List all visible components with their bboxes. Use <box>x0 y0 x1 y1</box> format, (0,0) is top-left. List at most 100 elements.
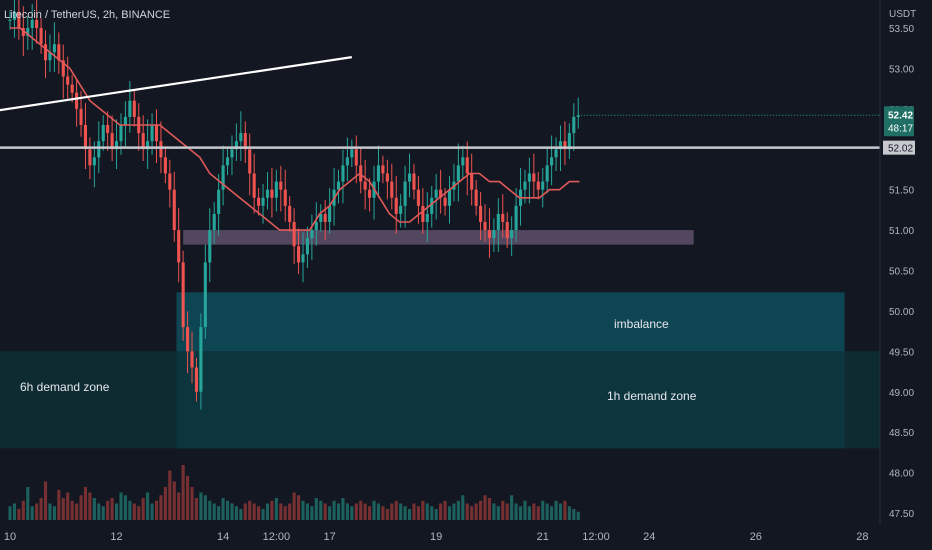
candle[interactable] <box>57 44 61 61</box>
candle[interactable] <box>75 92 79 109</box>
candle[interactable] <box>101 125 105 142</box>
candle[interactable] <box>154 125 159 142</box>
candle[interactable] <box>323 213 327 222</box>
candle[interactable] <box>439 189 443 198</box>
candle[interactable] <box>572 116 576 134</box>
candle[interactable] <box>12 11 16 20</box>
candle[interactable] <box>474 189 478 206</box>
candle[interactable] <box>243 133 247 150</box>
candle[interactable] <box>416 189 420 206</box>
candle[interactable] <box>17 11 21 29</box>
candle[interactable] <box>523 181 527 190</box>
candle[interactable] <box>252 173 256 198</box>
candle[interactable] <box>30 19 34 28</box>
candle[interactable] <box>336 181 341 190</box>
candle[interactable] <box>576 115 580 117</box>
candle[interactable] <box>88 149 92 166</box>
candle[interactable] <box>265 189 270 198</box>
candle[interactable] <box>172 189 176 231</box>
candle[interactable] <box>483 222 487 231</box>
candle[interactable] <box>92 157 96 166</box>
candle[interactable] <box>319 213 323 222</box>
candle[interactable] <box>61 60 65 77</box>
candle[interactable] <box>363 181 367 190</box>
candle[interactable] <box>239 133 243 142</box>
candle[interactable] <box>141 133 145 150</box>
candle[interactable] <box>123 116 127 125</box>
candle[interactable] <box>225 157 230 166</box>
candle[interactable] <box>350 149 354 158</box>
candle[interactable] <box>208 230 212 263</box>
candle[interactable] <box>399 205 403 214</box>
candle[interactable] <box>434 189 438 198</box>
candle[interactable] <box>501 213 505 222</box>
candle[interactable] <box>567 133 571 150</box>
candle[interactable] <box>310 230 314 239</box>
candle[interactable] <box>8 19 12 21</box>
candle[interactable] <box>221 165 225 190</box>
candle[interactable] <box>261 197 265 206</box>
candle[interactable] <box>297 246 301 263</box>
candle[interactable] <box>550 157 554 166</box>
candle[interactable] <box>159 141 163 158</box>
candle[interactable] <box>394 197 398 214</box>
candle[interactable] <box>194 367 199 392</box>
candle[interactable] <box>279 181 283 190</box>
candle[interactable] <box>270 189 274 198</box>
candle[interactable] <box>492 230 496 239</box>
candle[interactable] <box>385 173 389 182</box>
candle[interactable] <box>181 262 185 328</box>
candle[interactable] <box>119 125 123 142</box>
candle[interactable] <box>510 230 514 239</box>
candle[interactable] <box>328 205 332 222</box>
candle[interactable] <box>186 327 190 352</box>
candle[interactable] <box>234 141 238 150</box>
candle[interactable] <box>430 197 434 214</box>
supply-box[interactable] <box>183 230 694 245</box>
candle[interactable] <box>110 133 114 150</box>
candle[interactable] <box>35 19 39 28</box>
candle[interactable] <box>403 181 407 206</box>
candle[interactable] <box>203 262 207 328</box>
candle[interactable] <box>132 100 136 117</box>
candle[interactable] <box>558 141 563 150</box>
candle[interactable] <box>257 197 261 206</box>
candle[interactable] <box>421 205 425 222</box>
candle[interactable] <box>376 165 381 182</box>
candle[interactable] <box>97 141 101 158</box>
candle[interactable] <box>217 189 221 214</box>
candle[interactable] <box>545 165 549 182</box>
candle[interactable] <box>470 173 474 190</box>
time-scale[interactable] <box>0 524 932 550</box>
candle[interactable] <box>292 222 296 247</box>
candle[interactable] <box>412 173 416 190</box>
symbol-title[interactable]: Litecoin / TetherUS, 2h, BINANCE <box>4 9 171 21</box>
candle[interactable] <box>563 141 567 150</box>
candle[interactable] <box>465 157 469 174</box>
candle[interactable] <box>106 125 110 134</box>
candle[interactable] <box>212 213 216 231</box>
candle[interactable] <box>532 173 536 182</box>
trendline[interactable] <box>0 56 352 112</box>
candle[interactable] <box>230 149 234 158</box>
candle[interactable] <box>283 189 287 206</box>
candle[interactable] <box>248 149 252 174</box>
candle[interactable] <box>390 181 394 198</box>
candle[interactable] <box>514 205 518 231</box>
candle[interactable] <box>26 28 30 37</box>
price-scale[interactable] <box>880 0 932 550</box>
candle[interactable] <box>48 52 52 61</box>
candle[interactable] <box>314 222 318 231</box>
candle[interactable] <box>536 181 540 190</box>
candle[interactable] <box>39 28 43 45</box>
candle[interactable] <box>341 165 345 182</box>
candle[interactable] <box>150 125 154 142</box>
candle[interactable] <box>199 327 203 392</box>
candle[interactable] <box>70 84 74 93</box>
candle[interactable] <box>554 149 558 158</box>
candle[interactable] <box>305 238 309 255</box>
candle[interactable] <box>146 141 150 150</box>
candle[interactable] <box>21 28 25 37</box>
candle[interactable] <box>274 181 278 198</box>
